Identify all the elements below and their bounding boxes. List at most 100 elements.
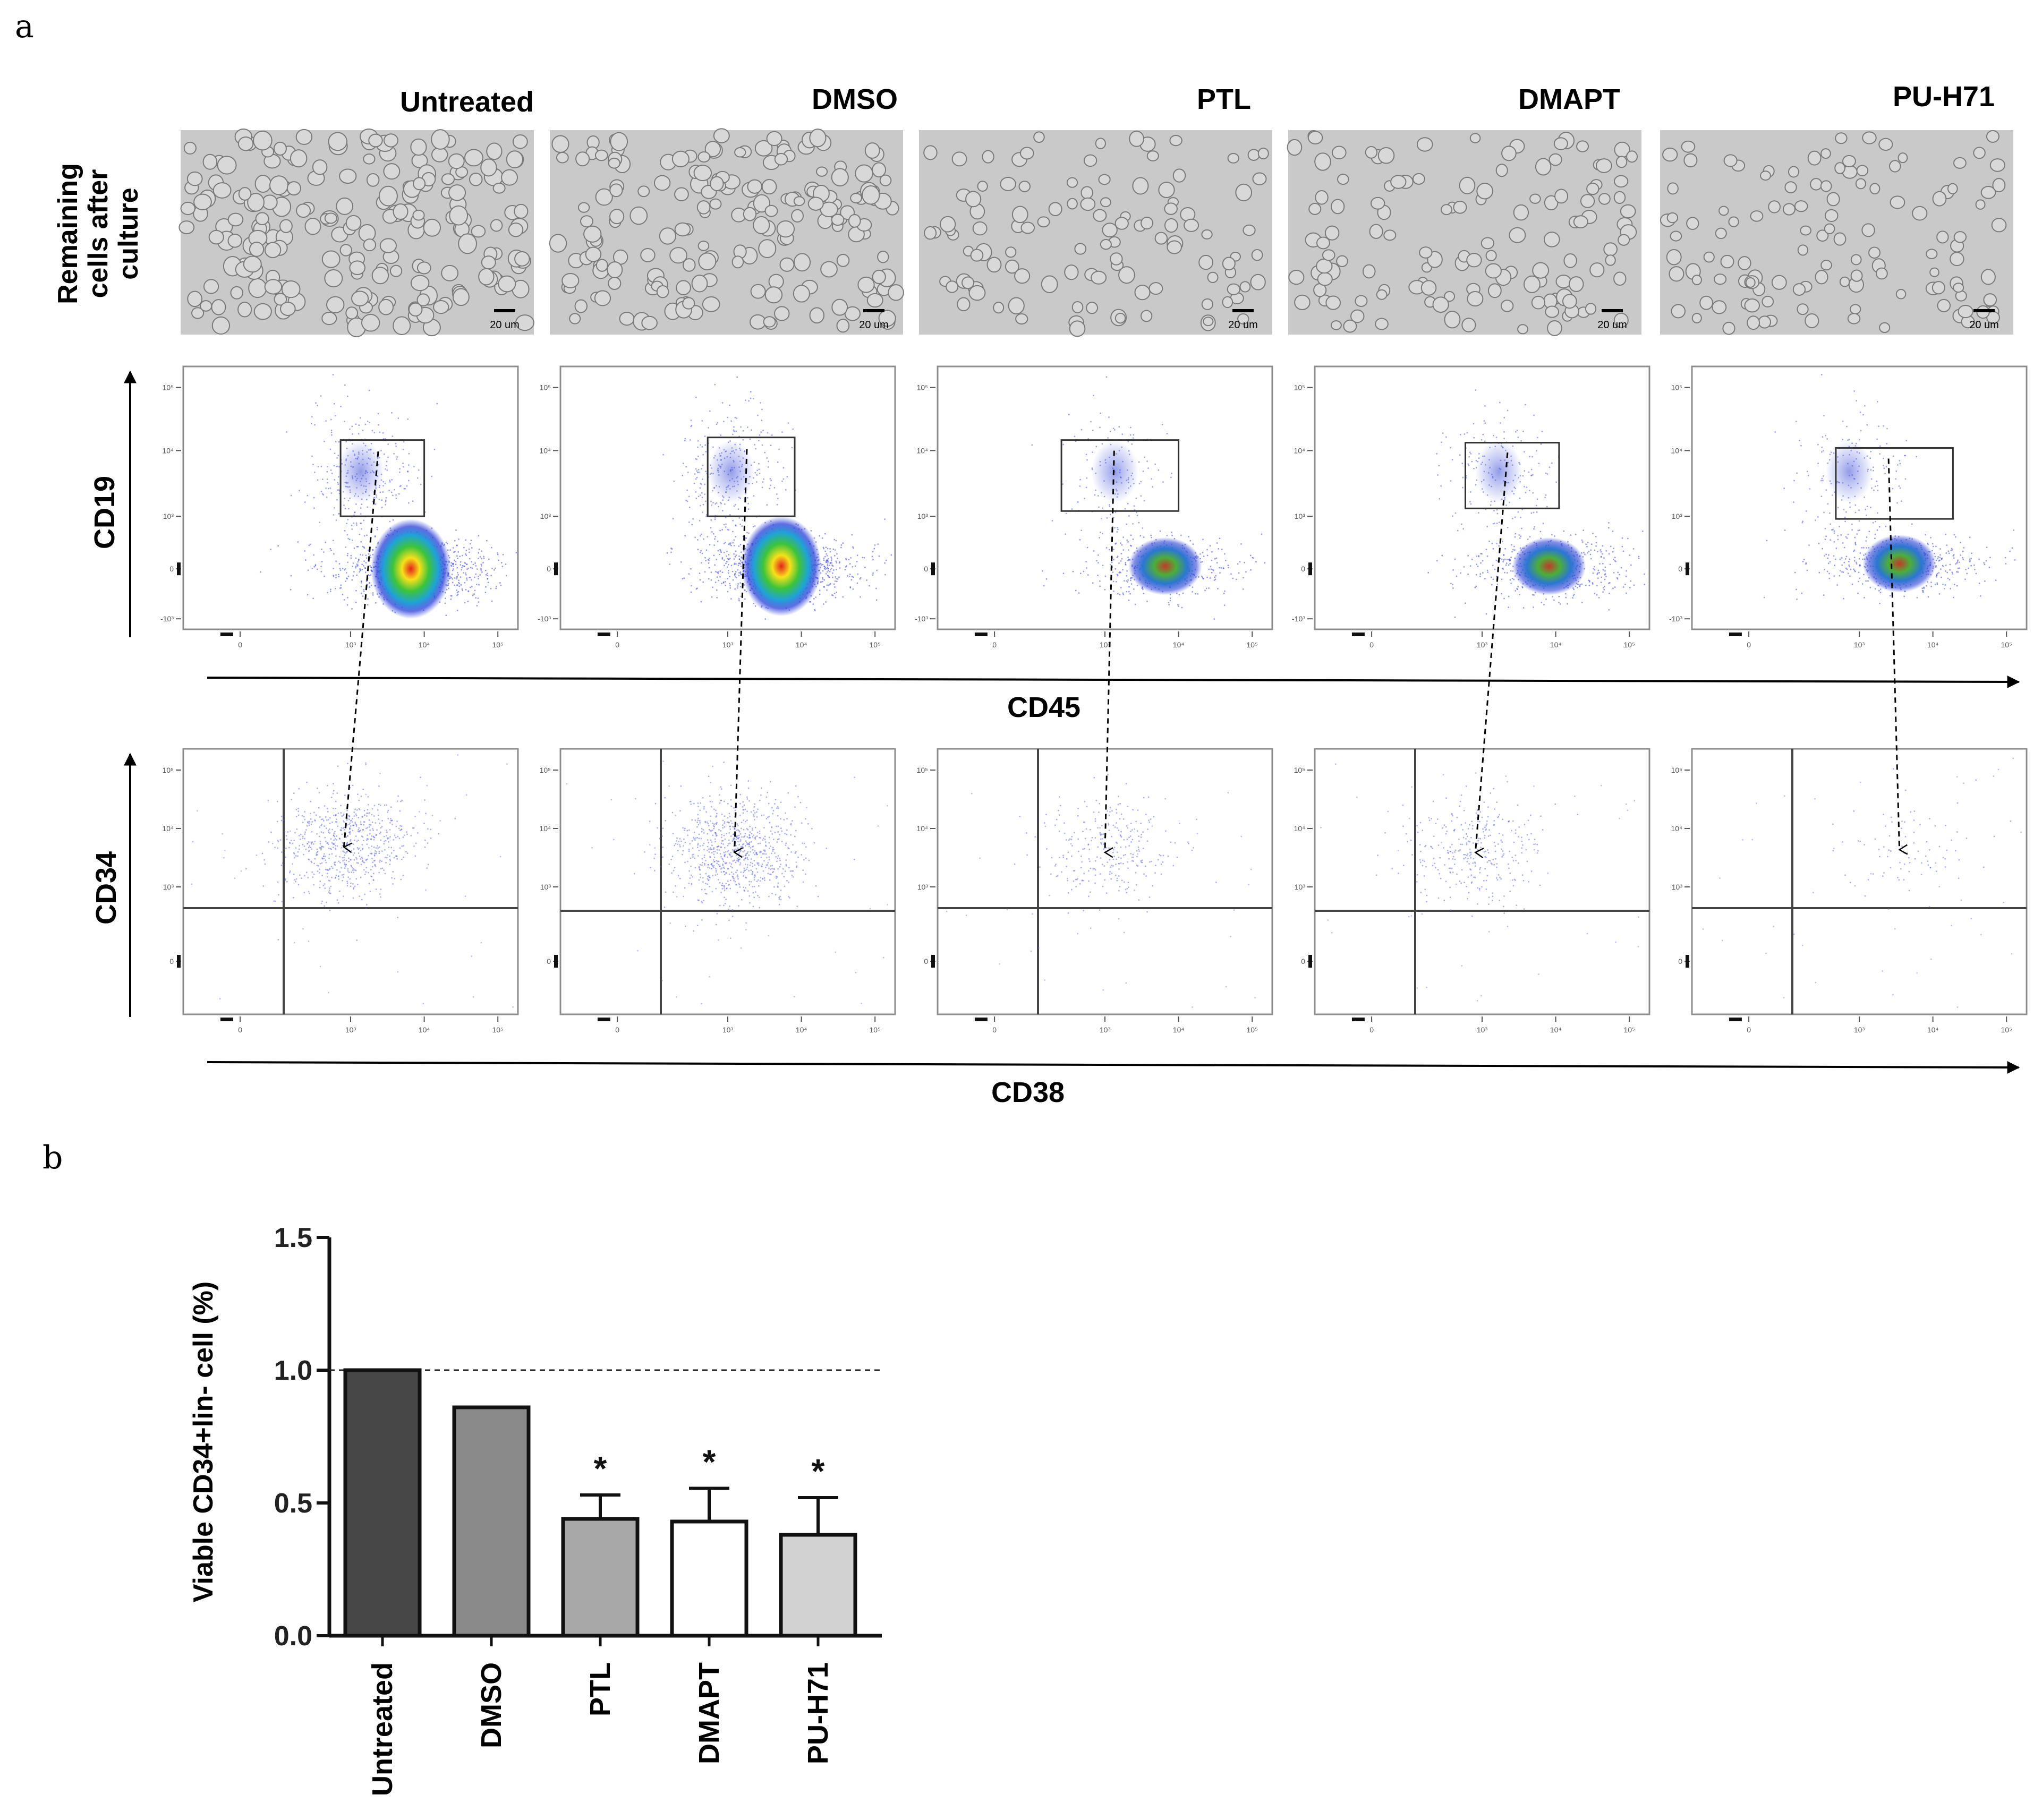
event-dot [1485, 613, 1487, 615]
event-dot [328, 488, 329, 490]
event-dot [694, 536, 696, 539]
event-dot [1543, 604, 1545, 605]
event-dot [713, 544, 715, 546]
event-dot [1206, 549, 1208, 551]
event-dot [730, 542, 731, 544]
event-dot [739, 562, 741, 564]
event-dot [1542, 523, 1544, 524]
event-dot [782, 478, 785, 480]
event-dot [474, 589, 476, 592]
event-dot [1062, 483, 1064, 485]
event-dot [1604, 574, 1606, 576]
event-dot [1599, 563, 1601, 565]
event-dot [727, 591, 729, 593]
event-dot [849, 574, 851, 575]
event-dot [1211, 572, 1213, 574]
event-dot [776, 493, 778, 495]
event-dot [1130, 578, 1131, 579]
event-dot [1192, 586, 1194, 588]
event-dot [754, 525, 756, 527]
event-dot [1608, 609, 1610, 611]
cell [640, 248, 656, 262]
cell [1008, 297, 1025, 315]
event-dot [1974, 569, 1976, 570]
cell [774, 306, 790, 321]
event-dot [716, 576, 718, 578]
event-dot [1125, 561, 1127, 563]
event-dot [1218, 548, 1219, 550]
event-dot [349, 428, 351, 430]
event-dot [1565, 593, 1567, 595]
event-dot [352, 540, 353, 541]
event-dot [347, 575, 350, 577]
event-dot [469, 558, 471, 560]
event-dot [1630, 564, 1632, 566]
event-dot [331, 473, 333, 474]
event-dot [1131, 443, 1133, 445]
event-dot [1219, 537, 1221, 539]
event-dot [721, 571, 724, 573]
event-dot [1083, 570, 1085, 573]
cell [1973, 147, 1986, 159]
event-dot [670, 551, 672, 553]
condition-header-untreated: Untreated [400, 86, 534, 118]
event-dot [1530, 512, 1533, 514]
event-dot [468, 548, 470, 550]
event-dot [1095, 489, 1096, 491]
event-dot [1127, 560, 1129, 561]
cell [1184, 218, 1199, 232]
event-dot [737, 562, 739, 565]
event-dot [859, 578, 861, 580]
event-dot [1876, 529, 1878, 531]
event-dot [1970, 558, 1972, 559]
event-dot [714, 538, 716, 540]
event-dot [746, 426, 748, 428]
event-dot [454, 551, 456, 552]
event-dot [392, 519, 394, 521]
event-dot [822, 570, 824, 572]
event-dot [1602, 563, 1604, 565]
event-dot [730, 420, 732, 422]
event-dot [1476, 574, 1477, 576]
density-core [1512, 537, 1586, 595]
event-dot [445, 614, 447, 617]
event-dot [1980, 595, 1981, 597]
event-dot [691, 585, 692, 587]
cell [1585, 303, 1597, 315]
event-dot [1121, 558, 1123, 560]
event-dot [361, 582, 362, 584]
event-dot [1508, 559, 1510, 561]
event-dot [688, 495, 690, 498]
event-dot [1436, 560, 1438, 562]
event-dot [1140, 495, 1142, 497]
event-dot [1541, 431, 1543, 432]
event-dot [701, 420, 703, 422]
event-dot [723, 524, 725, 526]
cell [1671, 304, 1686, 319]
cell [183, 141, 197, 155]
event-dot [1930, 582, 1932, 583]
event-dot [461, 569, 463, 571]
cell [766, 131, 782, 147]
event-dot [825, 561, 827, 563]
event-dot [748, 400, 750, 402]
cell [227, 233, 242, 248]
event-dot [670, 548, 672, 549]
event-dot [1522, 475, 1524, 477]
cell [255, 212, 269, 226]
event-dot [688, 522, 690, 523]
event-dot [1604, 586, 1605, 587]
cell [556, 152, 569, 164]
event-dot [715, 582, 717, 583]
event-dot [1946, 544, 1948, 546]
event-dot [1951, 548, 1953, 550]
event-dot [333, 575, 335, 577]
event-dot [463, 565, 465, 567]
cell [187, 290, 203, 307]
event-dot [701, 562, 702, 564]
event-dot [1501, 578, 1503, 580]
event-dot [721, 402, 724, 404]
cell [1555, 275, 1572, 288]
event-dot [1584, 553, 1586, 556]
